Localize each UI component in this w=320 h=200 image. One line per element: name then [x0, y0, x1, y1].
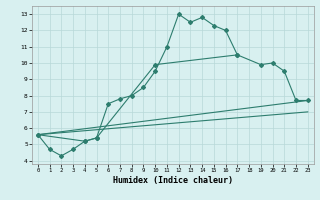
X-axis label: Humidex (Indice chaleur): Humidex (Indice chaleur): [113, 176, 233, 185]
